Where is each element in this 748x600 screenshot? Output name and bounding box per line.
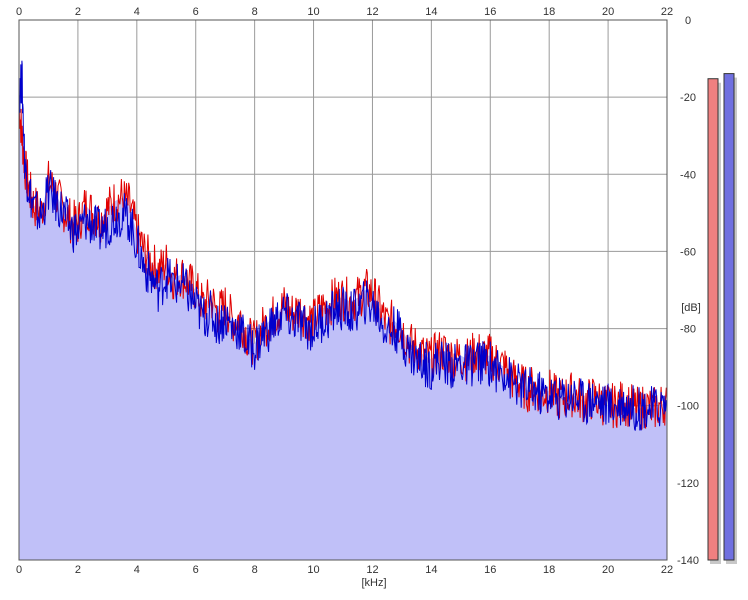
- y-tick-label: 0: [685, 15, 691, 27]
- x-tick-label-bottom: 12: [366, 564, 378, 576]
- x-tick-label-bottom: 10: [307, 564, 319, 576]
- x-tick-label-bottom: 22: [661, 564, 673, 576]
- level-meter-bar: [707, 78, 719, 561]
- x-tick-label-bottom: 4: [134, 564, 140, 576]
- y-tick-label: -80: [680, 324, 696, 336]
- x-tick-label-top: 10: [307, 6, 319, 18]
- series-line-1: [18, 60, 668, 431]
- y-tick-label: -60: [680, 246, 696, 258]
- x-tick-label-bottom: 2: [75, 564, 81, 576]
- plot-frame: [18, 19, 668, 561]
- x-tick-label-bottom: 8: [252, 564, 258, 576]
- spectrum-fill: [19, 104, 667, 561]
- x-tick-label-bottom: 0: [16, 564, 22, 576]
- plot-border: [18, 19, 668, 561]
- x-tick-label-top: 22: [661, 6, 673, 18]
- x-tick-label-bottom: 18: [543, 564, 555, 576]
- x-tick-label-top: 4: [134, 6, 140, 18]
- level-meter-bar: [723, 73, 735, 561]
- x-axis-label: [kHz]: [361, 577, 386, 589]
- x-tick-label-bottom: 16: [484, 564, 496, 576]
- spectrum-fill-layer: [19, 104, 667, 561]
- y-tick-label: -100: [677, 401, 699, 413]
- x-tick-label-top: 18: [543, 6, 555, 18]
- top-x-tick-labels: 0 2 4 6 8 10 12 14 16 18 20 22: [16, 6, 673, 18]
- x-tick-label-top: 6: [193, 6, 199, 18]
- x-tick-label-top: 2: [75, 6, 81, 18]
- y-tick-label: -120: [677, 478, 699, 490]
- x-tick-label-bottom: 20: [602, 564, 614, 576]
- x-tick-label-bottom: 6: [193, 564, 199, 576]
- x-tick-label-top: 8: [252, 6, 258, 18]
- level-meters: [707, 73, 737, 564]
- x-tick-label-top: 16: [484, 6, 496, 18]
- series-layer: [18, 60, 668, 431]
- x-tick-label-bottom: 14: [425, 564, 437, 576]
- y-tick-label: -140: [677, 555, 699, 567]
- x-tick-label-top: 20: [602, 6, 614, 18]
- y-axis-label: [dB]: [681, 302, 701, 314]
- x-tick-label-top: 12: [366, 6, 378, 18]
- y-tick-label: -40: [680, 169, 696, 181]
- x-tick-label-top: 0: [16, 6, 22, 18]
- x-tick-label-top: 14: [425, 6, 437, 18]
- y-tick-label: -20: [680, 92, 696, 104]
- bottom-x-tick-labels: 0 2 4 6 8 10 12 14 16 18 20 22: [16, 564, 673, 576]
- y-tick-labels: 0 -20 -40 -60 -80 -100 -120 -140: [677, 15, 699, 567]
